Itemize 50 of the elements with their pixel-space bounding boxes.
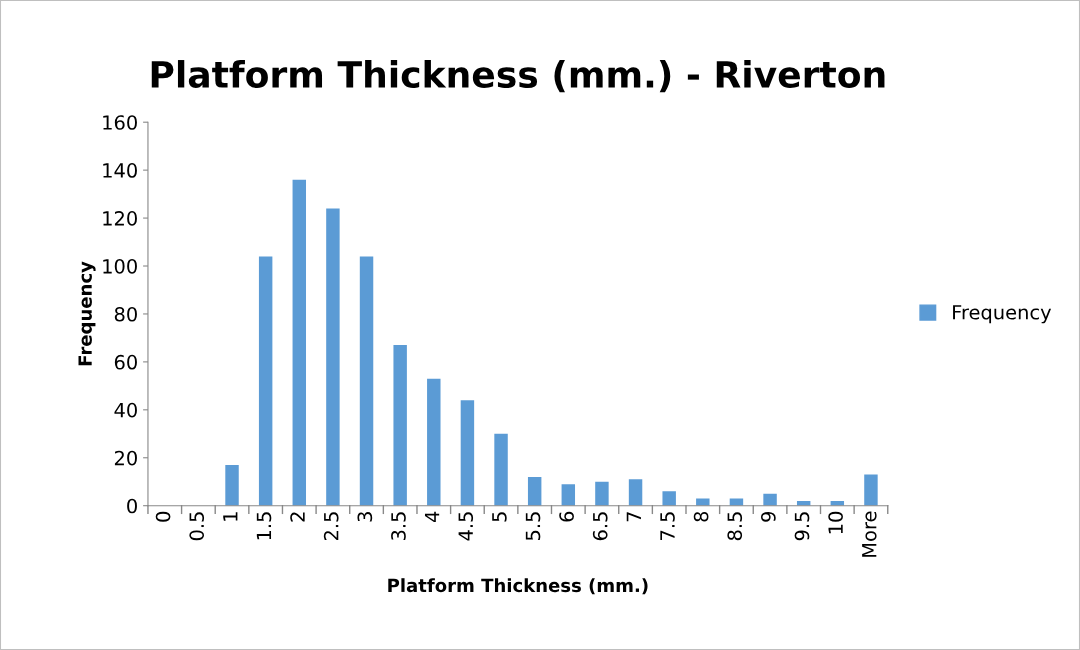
x-tick-label: 8.5 bbox=[727, 512, 743, 541]
bar bbox=[561, 484, 576, 506]
x-axis-title: Platform Thickness (mm.) bbox=[388, 578, 648, 595]
bar bbox=[763, 493, 777, 506]
x-tick-label: 1 bbox=[223, 512, 238, 521]
bar bbox=[292, 179, 307, 506]
x-tick-label: 7 bbox=[626, 512, 641, 522]
x-tick-label: 3 bbox=[357, 512, 373, 522]
x-tick-label: 6 bbox=[559, 511, 574, 522]
x-tick-label: 9.5 bbox=[794, 512, 810, 541]
bar bbox=[393, 345, 407, 506]
x-tick-label: 4.5 bbox=[458, 512, 474, 541]
bar bbox=[527, 476, 542, 506]
x-tick-label: 2 bbox=[290, 512, 305, 522]
y-axis-title: Frequency bbox=[78, 261, 96, 366]
bar bbox=[460, 400, 475, 506]
bar bbox=[326, 208, 340, 506]
x-tick-label: 3.5 bbox=[391, 512, 406, 540]
bar bbox=[595, 481, 609, 506]
bar bbox=[258, 256, 273, 506]
y-tick-label: 80 bbox=[114, 306, 137, 322]
x-tick-label: 5.5 bbox=[525, 512, 541, 540]
x-tick-label: 0.5 bbox=[189, 512, 205, 541]
x-tick-label: More bbox=[862, 511, 877, 557]
bar bbox=[628, 479, 643, 506]
y-tick-label: 120 bbox=[103, 211, 137, 226]
bar bbox=[864, 474, 878, 506]
bar bbox=[662, 491, 676, 506]
y-tick-label: 20 bbox=[114, 450, 137, 466]
legend-label: Frequency bbox=[953, 305, 1052, 324]
bar bbox=[427, 378, 441, 506]
x-tick-label: 4 bbox=[424, 511, 440, 522]
x-tick-label: 5 bbox=[492, 512, 507, 522]
x-tick-label: 9 bbox=[761, 511, 776, 522]
y-tick-label: 160 bbox=[103, 115, 137, 130]
bar bbox=[494, 433, 508, 506]
x-tick-label: 7.5 bbox=[660, 512, 675, 540]
bar bbox=[225, 464, 239, 506]
chart-title: Platform Thickness (mm.) - Riverton bbox=[151, 60, 885, 93]
x-tick-label: 0 bbox=[155, 511, 171, 522]
x-tick-label: 8 bbox=[693, 511, 709, 522]
y-tick-label: 60 bbox=[114, 354, 137, 370]
x-tick-label: 6.5 bbox=[592, 512, 608, 541]
x-tick-label: 10 bbox=[828, 511, 843, 534]
bar bbox=[359, 256, 374, 506]
y-tick-label: 40 bbox=[114, 402, 137, 418]
y-tick-label: 100 bbox=[103, 258, 137, 274]
x-tick-label: 1.5 bbox=[256, 512, 272, 540]
x-tick-label: 2.5 bbox=[323, 512, 339, 541]
y-tick-label: 140 bbox=[103, 163, 137, 178]
